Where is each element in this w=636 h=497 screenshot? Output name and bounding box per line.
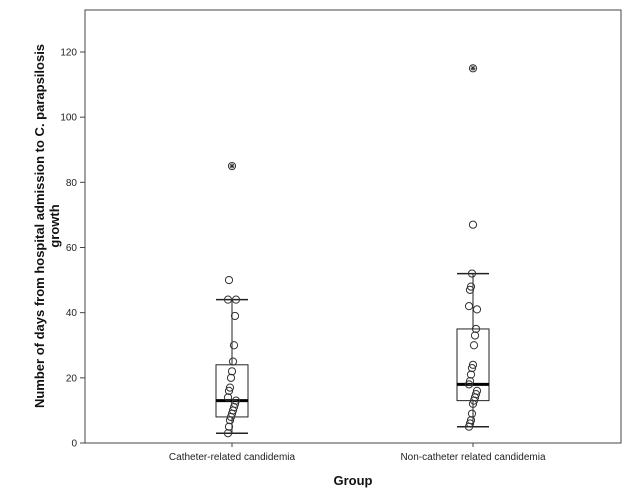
data-point [466,370,476,379]
data-point [472,386,482,395]
data-point [231,295,241,304]
y-tick-label: 100 [60,113,77,124]
y-tick-label: 40 [66,308,78,319]
y-tick-label: 80 [66,178,78,189]
data-point [224,275,234,285]
data-point [227,367,237,376]
data-point [230,311,240,321]
data-point [466,282,476,291]
y-tick-label: 60 [66,243,78,254]
extreme-outlier-star [470,65,476,71]
data-point [223,429,233,438]
data-point [468,220,478,229]
extreme-outlier [468,64,478,73]
y-axis-ticks: 0 20 40 60 80 100 120 [60,48,85,450]
data-point [223,295,233,304]
box-group [456,64,490,431]
data-point [224,422,234,431]
data-point [230,399,240,408]
data-point [228,357,238,366]
data-point [231,396,241,405]
data-point [465,419,475,428]
y-axis-title-line-1: Number of days from hospital admission t… [32,44,47,408]
x-axis-title: Group [334,473,373,488]
data-point [224,386,234,395]
category-label: Catheter-related candidemia [169,452,296,463]
category-labels: Catheter-related candidemia Non-catheter … [169,443,546,463]
data-point [471,390,481,399]
data-point [469,341,479,350]
category-label: Non-catheter related candidemia [400,452,546,463]
data-point [467,363,477,373]
extreme-outlier [227,161,237,171]
y-tick-label: 20 [66,373,78,384]
data-point [223,393,233,402]
data-point [465,376,475,386]
data-point [465,285,475,294]
y-tick-label: 120 [60,48,77,59]
y-axis-title: Number of days from hospital admission t… [32,44,62,408]
data-point [470,331,480,340]
data-point [464,380,474,389]
extreme-outlier-star [229,163,235,169]
plot-frame [84,9,622,444]
box-group [215,161,249,438]
y-tick-label: 0 [71,439,77,450]
data-point [466,416,476,425]
data-point [229,341,239,350]
data-point [467,409,477,418]
data-point [471,324,481,334]
data-point [225,383,235,392]
data-point [464,302,474,311]
data-point [468,360,478,369]
data-point [467,269,477,278]
box-series [215,64,490,438]
data-point [472,305,482,314]
data-point [226,373,236,382]
y-axis-title-line-2: growth [47,204,62,247]
